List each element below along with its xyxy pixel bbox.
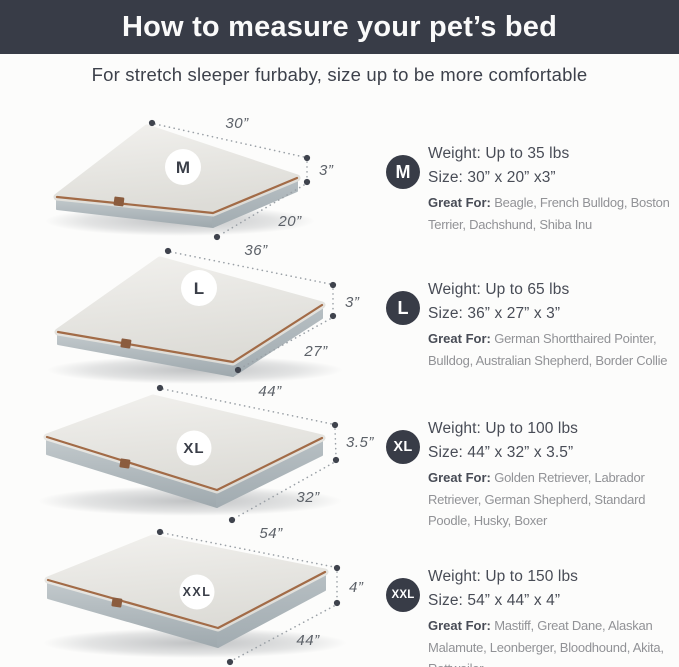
- size-badge-l: L: [386, 291, 420, 325]
- height-dimension: 3”: [303, 161, 334, 186]
- depth-label: 44”: [296, 632, 320, 649]
- size-spec: Size: 54” x 44” x 4”: [428, 592, 561, 609]
- great-for-breeds: German Shortthaired Pointer, Bulldog, Au…: [428, 331, 668, 368]
- great-for-breeds: Beagle, French Bulldog, Boston Terrier, …: [428, 195, 670, 232]
- bed-shadow: [43, 628, 347, 658]
- great-for-label: Great For:: [428, 195, 491, 210]
- great-for-text: Great For: German Shortthaired Pointer, …: [428, 328, 674, 371]
- width-label: 44”: [258, 383, 282, 400]
- size-badge-xxl: XXL: [386, 578, 420, 612]
- size-spec: Size: 36” x 27” x 3”: [428, 305, 561, 322]
- great-for-text: Great For: Beagle, French Bulldog, Bosto…: [428, 192, 674, 235]
- brand-tag: [120, 338, 132, 349]
- size-marker-circle: [181, 270, 217, 306]
- depth-dimension: 44”: [226, 605, 335, 666]
- depth-label: 32”: [296, 489, 320, 506]
- size-marker-letter: XL: [183, 440, 204, 457]
- bed-illustration-xxl: XXL 54” 4” 44”: [43, 525, 364, 666]
- trim-piping: [56, 303, 324, 364]
- weight-spec: Weight: Up to 35 lbs: [428, 145, 570, 162]
- bed-illustration-xl: XL 44” 3.5” 32”: [38, 383, 374, 524]
- depth-dimension: 20”: [213, 184, 305, 241]
- weight-spec: Weight: Up to 65 lbs: [428, 281, 570, 298]
- size-marker-letter: L: [194, 279, 204, 298]
- bed-shape: XL: [43, 394, 326, 508]
- badge-label: M: [395, 161, 411, 182]
- brand-tag: [113, 196, 125, 207]
- badge-label: XL: [393, 439, 413, 455]
- great-for-text: Great For: Golden Retriever, Labrador Re…: [428, 467, 674, 532]
- size-spec: Size: 44” x 32” x 3.5”: [428, 444, 574, 461]
- size-spec: Size: 30” x 20” x3”: [428, 169, 556, 186]
- weight-spec: Weight: Up to 100 lbs: [428, 420, 579, 437]
- bed-illustration-m: M 30” 3” 20”: [45, 115, 334, 241]
- width-dimension: 30”: [148, 115, 311, 162]
- brand-tag: [119, 458, 131, 469]
- width-label: 36”: [244, 242, 268, 259]
- height-label: 3”: [345, 294, 360, 311]
- size-marker-letter: M: [176, 158, 190, 177]
- trim-piping: [45, 435, 324, 492]
- badge-label: L: [397, 297, 409, 318]
- size-badge-xl: XL: [386, 430, 420, 464]
- size-info-xxl: XXL Weight: Up to 150 lbs Size: 54” x 44…: [386, 565, 674, 667]
- size-marker-circle: [165, 149, 201, 185]
- page-title: How to measure your pet’s bed: [122, 10, 557, 43]
- depth-dimension: 27”: [234, 318, 331, 374]
- size-badge-m: M: [386, 155, 420, 189]
- size-marker-circle: [176, 430, 212, 466]
- width-dimension: 36”: [164, 242, 337, 289]
- bed-shadow: [38, 486, 342, 516]
- weight-spec: Weight: Up to 150 lbs: [428, 568, 579, 585]
- trim-piping: [46, 570, 327, 630]
- great-for-label: Great For:: [428, 470, 491, 485]
- width-dimension: 44”: [156, 383, 339, 429]
- badge-label: XXL: [391, 589, 415, 601]
- header-bar: How to measure your pet’s bed: [0, 0, 679, 54]
- depth-dimension: 32”: [228, 462, 334, 524]
- great-for-breeds: Mastiff, Great Dane, Alaskan Malamute, L…: [428, 618, 664, 667]
- great-for-label: Great For:: [428, 331, 491, 346]
- size-info-m: M Weight: Up to 35 lbs Size: 30” x 20” x…: [386, 142, 674, 235]
- height-label: 3”: [319, 162, 334, 179]
- bed-shape: L: [54, 256, 326, 377]
- bed-shape: XXL: [44, 534, 329, 648]
- size-info-l: L Weight: Up to 65 lbs Size: 36” x 27” x…: [386, 278, 674, 371]
- height-label: 3.5”: [346, 434, 374, 451]
- height-dimension: 4”: [333, 571, 364, 607]
- width-label: 54”: [259, 525, 283, 542]
- great-for-text: Great For: Mastiff, Great Dane, Alaskan …: [428, 615, 674, 667]
- great-for-breeds: Golden Retriever, Labrador Retriever, Ge…: [428, 470, 646, 528]
- depth-label: 27”: [303, 343, 328, 360]
- great-for-label: Great For:: [428, 618, 491, 633]
- width-dimension: 54”: [156, 525, 341, 572]
- depth-label: 20”: [277, 213, 302, 230]
- size-marker-circle: [179, 574, 215, 610]
- width-label: 30”: [225, 115, 249, 132]
- size-marker-letter: XXL: [183, 585, 212, 599]
- height-dimension: 3”: [329, 288, 360, 320]
- size-info-xl: XL Weight: Up to 100 lbs Size: 44” x 32”…: [386, 417, 674, 532]
- height-label: 4”: [349, 579, 364, 596]
- height-dimension: 3.5”: [332, 428, 374, 464]
- brand-tag: [111, 597, 123, 608]
- trim-piping: [55, 176, 299, 215]
- subtitle: For stretch sleeper furbaby, size up to …: [91, 64, 588, 85]
- bed-illustration-l: L 36” 3” 27”: [47, 242, 360, 384]
- bed-shape: M: [53, 124, 301, 228]
